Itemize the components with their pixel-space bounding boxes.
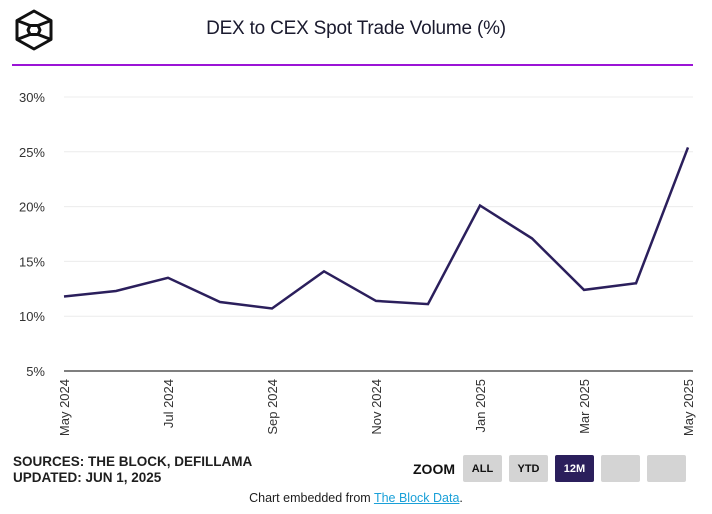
y-tick-label: 30%: [19, 90, 45, 105]
title-divider: [12, 64, 693, 66]
zoom-empty-button-2[interactable]: [647, 455, 686, 482]
x-axis-ticks: May 2024 Jul 2024 Sep 2024 Nov 2024 Jan 2025…: [57, 379, 696, 436]
data-point: [115, 290, 117, 292]
data-point: [323, 270, 325, 272]
y-tick-label: 15%: [19, 254, 45, 269]
data-point: [167, 277, 169, 279]
data-point: [219, 301, 221, 303]
x-tick-label: Sep 2024: [265, 379, 280, 435]
x-tick-label: May 2024: [57, 379, 72, 436]
x-tick-label: Jul 2024: [161, 379, 176, 428]
x-tick-label: Nov 2024: [369, 379, 384, 435]
x-tick-label: May 2025: [681, 379, 696, 436]
y-tick-label: 25%: [19, 145, 45, 160]
embed-prefix: Chart embedded from: [249, 491, 374, 505]
series-line: [63, 146, 690, 310]
data-point: [583, 289, 585, 291]
data-point: [687, 146, 689, 148]
zoom-12m-button[interactable]: 12M: [555, 455, 594, 482]
sources-text: SOURCES: THE BLOCK, DEFILLAMA: [13, 454, 253, 469]
y-tick-label: 10%: [19, 309, 45, 324]
zoom-controls: ZOOM ALL YTD 12M: [413, 455, 693, 482]
y-tick-label: 5%: [26, 364, 45, 379]
zoom-empty-button-1[interactable]: [601, 455, 640, 482]
chart-sources: SOURCES: THE BLOCK, DEFILLAMA UPDATED: J…: [13, 454, 252, 486]
grid-lines: [64, 96, 693, 372]
embed-suffix: .: [459, 491, 463, 505]
data-point: [271, 308, 273, 310]
the-block-data-link[interactable]: The Block Data: [373, 491, 460, 505]
zoom-all-button[interactable]: ALL: [463, 455, 502, 482]
embed-credit: Chart embedded from The Block Data.: [0, 491, 712, 505]
line-chart: 5% 10% 15% 20% 25% 30% May 2024 Jul 2024 Sep 20…: [19, 90, 696, 436]
the-block-logo-icon: [15, 9, 53, 51]
data-point: [63, 295, 65, 297]
x-tick-label: Jan 2025: [473, 379, 488, 433]
data-point: [427, 303, 429, 305]
x-tick-label: Mar 2025: [577, 379, 592, 434]
series-group: [63, 146, 690, 310]
data-point: [531, 237, 533, 239]
zoom-label: ZOOM: [413, 460, 455, 477]
data-point: [375, 300, 377, 302]
data-point: [635, 282, 637, 284]
data-point: [479, 205, 481, 207]
updated-text: UPDATED: JUN 1, 2025: [13, 470, 162, 485]
chart-title: DEX to CEX Spot Trade Volume (%): [206, 18, 506, 39]
y-tick-label: 20%: [19, 200, 45, 215]
y-axis-ticks: 5% 10% 15% 20% 25% 30%: [19, 90, 45, 379]
zoom-ytd-button[interactable]: YTD: [509, 455, 548, 482]
